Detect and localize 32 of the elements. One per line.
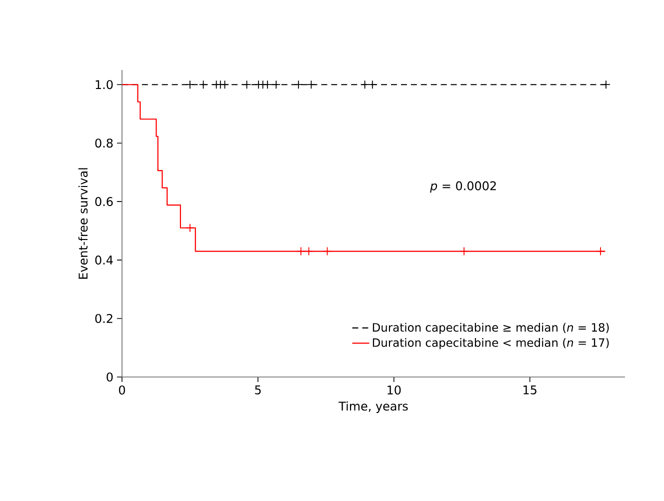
y-tick-label: 0.8 (95, 138, 113, 148)
point (322, 246, 332, 256)
annotation: p = 0.0002 (430, 181, 496, 193)
x-tick-label: 5 (255, 385, 261, 394)
y-tick-label: 1.0 (96, 80, 113, 90)
point (360, 80, 370, 90)
y-tick-label: 0.4 (95, 256, 113, 265)
y-tick-label: 0.6 (95, 197, 113, 206)
point (186, 223, 194, 232)
point (220, 80, 230, 90)
legend-label: Duration capecitabine < median (n = 17) (372, 338, 609, 350)
x-tick-label: 15 (524, 385, 536, 394)
point (602, 80, 610, 90)
point (272, 80, 281, 90)
point (304, 246, 314, 256)
point (198, 80, 208, 90)
x-axis-title: Time, years (338, 401, 408, 413)
point (460, 246, 468, 256)
point (186, 80, 194, 90)
x-tick-label: 0 (118, 386, 126, 395)
y-tick-label: 0 (106, 372, 113, 382)
point (368, 80, 377, 90)
point (306, 80, 316, 90)
point (296, 246, 306, 256)
y-tick-label: 0.2 (95, 314, 112, 324)
point (596, 246, 605, 256)
point (263, 80, 272, 90)
point (242, 80, 252, 90)
y-axis-title: Event-free survival (78, 168, 88, 279)
point (294, 80, 303, 90)
x-tick-label: 10 (388, 386, 401, 395)
legend-label: Duration capecitabine ≥ median (n = 18) (372, 322, 609, 334)
